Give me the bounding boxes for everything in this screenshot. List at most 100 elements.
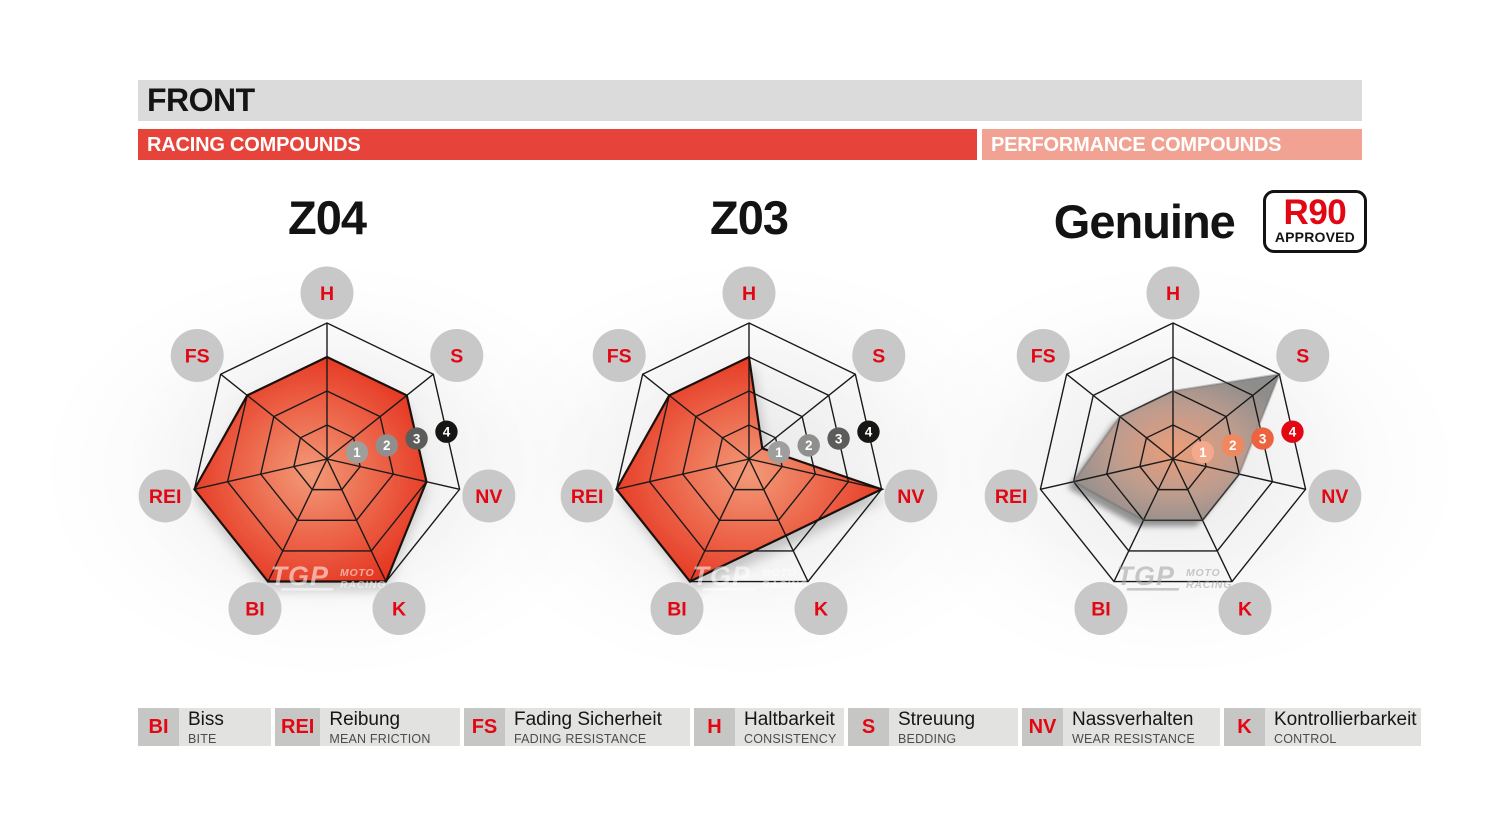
legend-abbr: BI (138, 708, 179, 746)
scale-badge-3: 3 (405, 427, 428, 450)
legend-translation: CONSISTENCY (744, 731, 837, 746)
svg-text:TGP: TGP (1116, 561, 1175, 591)
front-title-bar: FRONT (138, 80, 1362, 121)
legend-term: Streuung (898, 709, 976, 730)
legend-texts: Biss BITE (179, 708, 271, 746)
axis-label-FS: FS (592, 329, 646, 382)
svg-text:NV: NV (475, 486, 502, 508)
svg-text:4: 4 (1289, 425, 1297, 440)
radar-chart-z03: TGP MOTO RACING 1 2 3 4 H S NV K BI REI FS (537, 250, 961, 670)
legend-item-S: S Streuung BEDDING (848, 708, 1018, 746)
svg-text:H: H (1166, 283, 1180, 305)
radar-chart-z04: TGP MOTO RACING 1 2 3 4 H S NV K BI REI FS (115, 250, 539, 670)
axis-label-FS: FS (1016, 329, 1070, 382)
svg-text:FS: FS (185, 346, 210, 368)
axis-label-H: H (300, 266, 354, 320)
legend-translation: MEAN FRICTION (329, 731, 431, 746)
radar-chart-genuine: TGP MOTO RACING 1 2 3 4 H S NV K BI REI FS (961, 250, 1385, 670)
svg-text:S: S (1296, 346, 1309, 368)
axis-label-NV: NV (1308, 469, 1362, 523)
svg-text:REI: REI (571, 486, 604, 508)
legend-texts: Haltbarkeit CONSISTENCY (735, 708, 844, 746)
svg-text:MOTO: MOTO (1186, 567, 1221, 579)
legend-translation: WEAR RESISTANCE (1072, 731, 1195, 746)
axis-label-BI: BI (650, 582, 704, 636)
svg-text:H: H (742, 283, 756, 305)
scale-badges: 1 2 3 4 (345, 420, 458, 464)
axis-label-BI: BI (1074, 582, 1128, 636)
svg-text:BI: BI (667, 599, 687, 621)
axis-label-H: H (1146, 266, 1200, 320)
svg-text:2: 2 (805, 438, 813, 453)
svg-text:MOTO: MOTO (762, 567, 797, 579)
svg-text:NV: NV (1321, 486, 1348, 508)
axis-labels: H S NV K BI REI FS (560, 266, 938, 636)
legend-texts: Reibung MEAN FRICTION (320, 708, 460, 746)
legend-term: Kontrollierbarkeit (1274, 709, 1417, 730)
axis-label-NV: NV (884, 469, 938, 523)
axis-labels: H S NV K BI REI FS (138, 266, 516, 636)
scale-badge-4: 4 (857, 420, 880, 443)
svg-text:3: 3 (1259, 431, 1267, 446)
legend-item-BI: BI Biss BITE (138, 708, 271, 746)
legend-abbr: K (1224, 708, 1265, 746)
svg-text:2: 2 (383, 438, 391, 453)
svg-text:S: S (872, 346, 885, 368)
legend-texts: Fading Sicherheit FADING RESISTANCE (505, 708, 690, 746)
scale-badges: 1 2 3 4 (767, 420, 880, 464)
axis-label-REI: REI (138, 469, 192, 523)
svg-text:BI: BI (1091, 599, 1111, 621)
performance-compounds-bar: PERFORMANCE COMPOUNDS (982, 129, 1362, 160)
legend: BI Biss BITE REI Reibung MEAN FRICTION FS Fadin… (138, 708, 1421, 746)
legend-translation: CONTROL (1274, 731, 1337, 746)
scale-badge-4: 4 (435, 420, 458, 443)
axis-label-REI: REI (984, 469, 1038, 523)
data-polygon-fill (1073, 374, 1280, 521)
axis-labels: H S NV K BI REI FS (984, 266, 1362, 636)
axis-label-S: S (430, 329, 484, 382)
svg-text:4: 4 (865, 425, 873, 440)
svg-text:3: 3 (835, 431, 843, 446)
svg-text:RACING: RACING (340, 579, 386, 591)
legend-abbr: FS (464, 708, 505, 746)
data-polygon-outline (193, 355, 428, 583)
scale-badge-1: 1 (1191, 440, 1215, 464)
legend-abbr: NV (1022, 708, 1063, 746)
svg-text:TGP: TGP (692, 561, 751, 591)
svg-text:RACING: RACING (762, 579, 808, 591)
performance-compounds-label: PERFORMANCE COMPOUNDS (991, 134, 1282, 156)
legend-abbr: REI (275, 708, 321, 746)
axis-label-S: S (852, 329, 906, 382)
chart-title-z03: Z03 (710, 191, 789, 244)
r90-label: R90 (1283, 193, 1347, 232)
legend-texts: Kontrollierbarkeit CONTROL (1265, 708, 1421, 746)
spider-web (615, 322, 883, 583)
legend-item-K: K Kontrollierbarkeit CONTROL (1224, 708, 1421, 746)
legend-term: Nassverhalten (1072, 709, 1194, 730)
legend-translation: BITE (188, 731, 217, 746)
axis-label-BI: BI (228, 582, 282, 636)
axis-label-H: H (722, 266, 776, 320)
svg-text:FS: FS (1031, 346, 1056, 368)
legend-texts: Nassverhalten WEAR RESISTANCE (1063, 708, 1220, 746)
svg-text:REI: REI (995, 486, 1028, 508)
page-title: FRONT (147, 82, 255, 118)
legend-item-NV: NV Nassverhalten WEAR RESISTANCE (1022, 708, 1220, 746)
chart-title-genuine: Genuine (1053, 194, 1236, 248)
racing-compounds-label: RACING COMPOUNDS (147, 134, 361, 156)
scale-badges: 1 2 3 4 (1191, 420, 1304, 464)
scale-badge-4: 4 (1281, 420, 1304, 443)
axis-label-NV: NV (462, 469, 516, 523)
legend-term: Haltbarkeit (744, 709, 835, 730)
scale-badge-2: 2 (1221, 434, 1244, 457)
axis-label-FS: FS (170, 329, 224, 382)
legend-translation: FADING RESISTANCE (514, 731, 647, 746)
chart-title-genuine-row: Genuine R90 APPROVED (961, 190, 1385, 253)
data-polygon-fill (616, 357, 882, 582)
svg-text:2: 2 (1229, 438, 1237, 453)
svg-text:1: 1 (775, 445, 783, 460)
svg-text:RACING: RACING (1186, 579, 1232, 591)
